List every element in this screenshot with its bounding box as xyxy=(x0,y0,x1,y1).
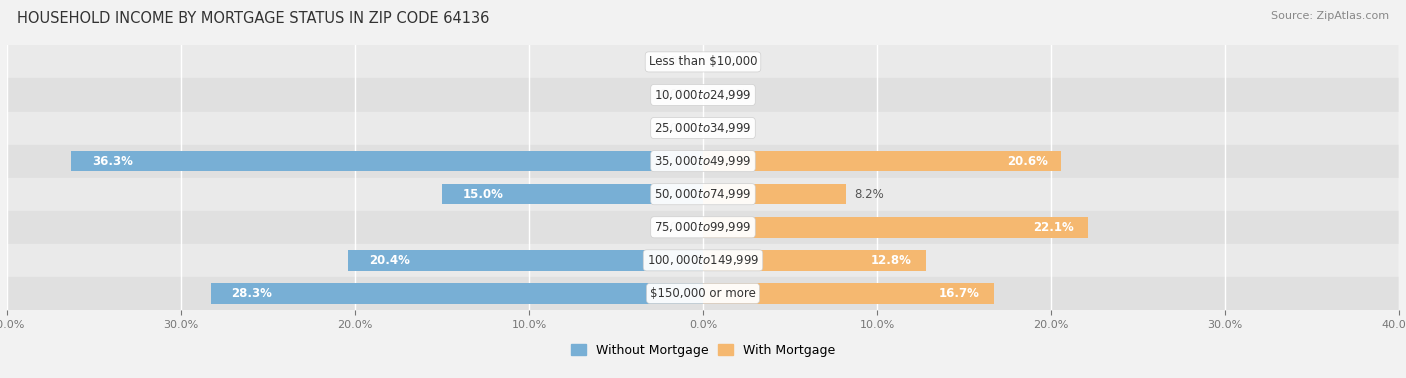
Text: $150,000 or more: $150,000 or more xyxy=(650,287,756,300)
Text: 0.0%: 0.0% xyxy=(659,88,689,101)
Text: 0.0%: 0.0% xyxy=(659,122,689,135)
Bar xyxy=(7,178,1399,211)
Legend: Without Mortgage, With Mortgage: Without Mortgage, With Mortgage xyxy=(565,339,841,362)
Text: 16.7%: 16.7% xyxy=(939,287,980,300)
Text: $75,000 to $99,999: $75,000 to $99,999 xyxy=(654,220,752,234)
Text: $25,000 to $34,999: $25,000 to $34,999 xyxy=(654,121,752,135)
Text: Source: ZipAtlas.com: Source: ZipAtlas.com xyxy=(1271,11,1389,21)
Text: 0.0%: 0.0% xyxy=(717,56,747,68)
Text: 20.6%: 20.6% xyxy=(1007,155,1047,167)
Text: 0.0%: 0.0% xyxy=(717,122,747,135)
Bar xyxy=(7,79,1399,112)
Text: 0.0%: 0.0% xyxy=(659,221,689,234)
Bar xyxy=(7,211,1399,244)
Text: $10,000 to $24,999: $10,000 to $24,999 xyxy=(654,88,752,102)
Bar xyxy=(7,112,1399,145)
Text: 28.3%: 28.3% xyxy=(232,287,273,300)
Bar xyxy=(7,145,1399,178)
Bar xyxy=(7,45,1399,79)
Bar xyxy=(441,184,703,204)
Text: 12.8%: 12.8% xyxy=(870,254,912,267)
Text: $50,000 to $74,999: $50,000 to $74,999 xyxy=(654,187,752,201)
Text: Less than $10,000: Less than $10,000 xyxy=(648,56,758,68)
Text: 20.4%: 20.4% xyxy=(368,254,409,267)
Bar xyxy=(349,250,703,271)
Text: 22.1%: 22.1% xyxy=(1033,221,1074,234)
Text: 8.2%: 8.2% xyxy=(855,188,884,201)
Text: 0.0%: 0.0% xyxy=(717,88,747,101)
Bar xyxy=(703,184,845,204)
Bar xyxy=(72,151,703,171)
Bar xyxy=(703,151,1062,171)
Text: $100,000 to $149,999: $100,000 to $149,999 xyxy=(647,253,759,267)
Text: 36.3%: 36.3% xyxy=(93,155,134,167)
Text: 15.0%: 15.0% xyxy=(463,188,503,201)
Bar xyxy=(703,217,1087,237)
Bar xyxy=(7,277,1399,310)
Bar xyxy=(211,283,703,304)
Bar xyxy=(703,250,925,271)
Text: HOUSEHOLD INCOME BY MORTGAGE STATUS IN ZIP CODE 64136: HOUSEHOLD INCOME BY MORTGAGE STATUS IN Z… xyxy=(17,11,489,26)
Bar xyxy=(7,244,1399,277)
Text: $35,000 to $49,999: $35,000 to $49,999 xyxy=(654,154,752,168)
Bar xyxy=(703,283,994,304)
Text: 0.0%: 0.0% xyxy=(659,56,689,68)
